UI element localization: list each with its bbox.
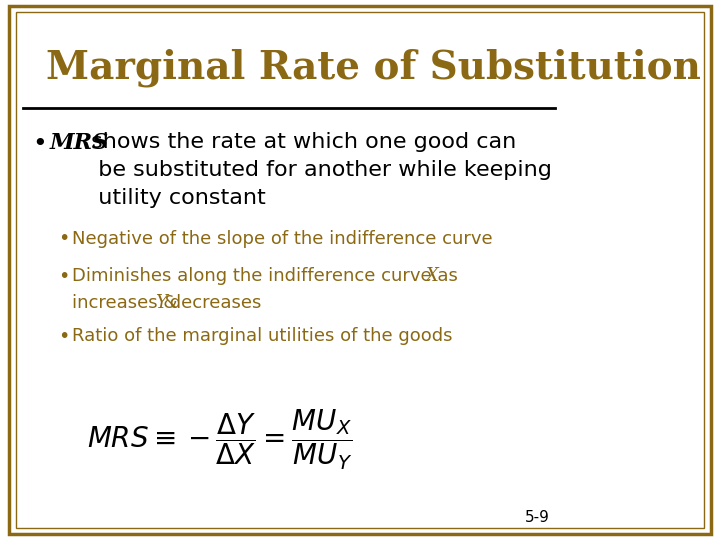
Text: Negative of the slope of the indifference curve: Negative of the slope of the indifferenc… xyxy=(72,230,493,247)
Text: 5-9: 5-9 xyxy=(525,510,549,525)
Text: MRS: MRS xyxy=(49,132,109,154)
Text: Diminishes along the indifference curve as: Diminishes along the indifference curve … xyxy=(72,267,464,285)
Text: •: • xyxy=(58,327,69,346)
Text: X: X xyxy=(426,267,438,285)
Text: decreases: decreases xyxy=(164,294,261,312)
Text: Ratio of the marginal utilities of the goods: Ratio of the marginal utilities of the g… xyxy=(72,327,453,345)
Text: •: • xyxy=(32,132,47,156)
Text: •: • xyxy=(58,230,69,248)
Text: Marginal Rate of Substitution: Marginal Rate of Substitution xyxy=(46,49,701,87)
Text: $\mathbf{\mathit{MRS}} \equiv -\dfrac{\Delta Y}{\Delta X} = \dfrac{\mathbf{\math: $\mathbf{\mathit{MRS}} \equiv -\dfrac{\D… xyxy=(87,408,352,472)
Text: •: • xyxy=(58,267,69,286)
Text: Y: Y xyxy=(155,294,167,312)
Text: increases &: increases & xyxy=(72,294,184,312)
Text: shows the rate at which one good can
  be substituted for another while keeping
: shows the rate at which one good can be … xyxy=(84,132,552,208)
